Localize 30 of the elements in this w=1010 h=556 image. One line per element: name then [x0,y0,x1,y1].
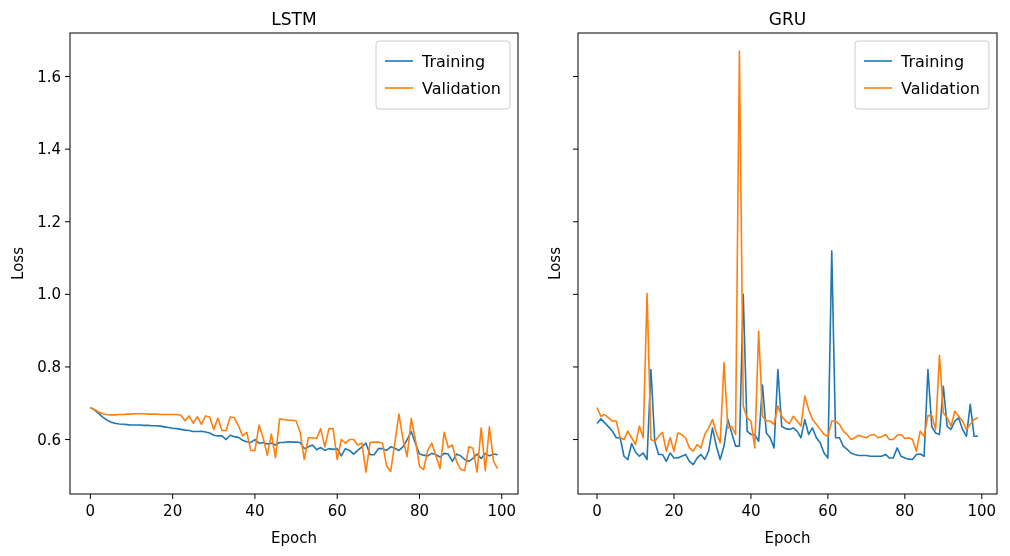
y-tick-label: 0.6 [37,430,61,449]
legend-label: Validation [422,79,502,98]
x-axis-title: Epoch [271,529,317,547]
y-tick-label: 1.0 [37,285,61,304]
y-tick-label: 1.6 [37,67,61,86]
legend-label: Validation [901,79,981,98]
x-axis-title: Epoch [764,529,811,547]
chart-title: LSTM [271,9,317,29]
x-tick-label: 20 [664,502,684,520]
legend-label: Training [900,52,965,71]
y-tick-label: 0.8 [37,357,61,376]
legend-label: Training [421,52,486,71]
line-series [89,406,499,474]
y-axis-title: Loss [9,246,27,280]
x-tick-label: 0 [85,502,96,520]
x-tick-label: 40 [741,502,761,520]
x-tick-label: 20 [163,502,183,520]
x-tick-label: 40 [245,502,265,520]
chart-title: GRU [768,9,807,29]
line-series [89,406,499,463]
x-tick-label: 80 [895,502,915,520]
y-tick-label: 1.2 [37,212,61,231]
x-tick-label: 60 [818,502,838,520]
y-axis-title: Loss [546,246,564,280]
x-tick-label: 100 [487,502,517,520]
x-tick-label: 60 [327,502,347,520]
x-tick-label: 80 [409,502,430,520]
x-tick-label: 0 [592,502,602,520]
y-tick-label: 1.4 [37,140,61,159]
x-tick-label: 100 [967,502,997,520]
